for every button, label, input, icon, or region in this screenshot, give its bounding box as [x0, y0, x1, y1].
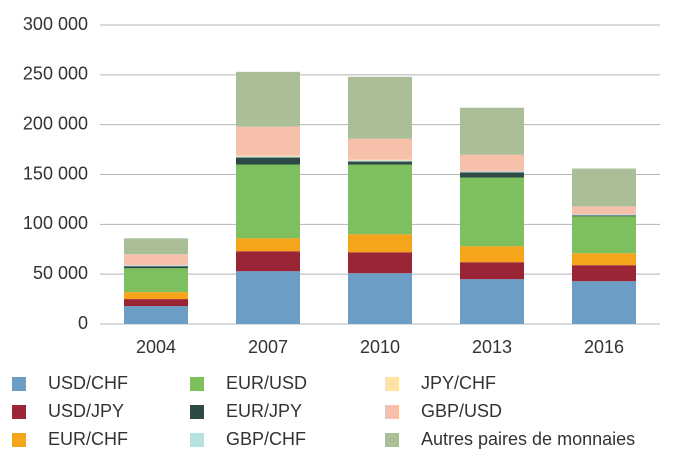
- x-tick-label: 2010: [360, 337, 400, 357]
- legend-swatch: [12, 433, 26, 447]
- bar-segment: [236, 271, 300, 324]
- bar-segment: [572, 214, 636, 216]
- bar-segment: [348, 138, 412, 160]
- legend-label: GBP/USD: [421, 401, 502, 421]
- legend-swatch: [12, 405, 26, 419]
- bar-segment: [572, 281, 636, 324]
- y-tick-label: 250 000: [23, 64, 88, 84]
- bar-segment: [348, 273, 412, 324]
- bar-segment: [124, 238, 188, 255]
- bar-segment: [236, 71, 300, 127]
- y-tick-label: 0: [78, 313, 88, 333]
- bar-segment: [460, 279, 524, 324]
- x-tick-label: 2016: [584, 337, 624, 357]
- bar-segment: [236, 164, 300, 239]
- bar-segment: [236, 155, 300, 157]
- bar-segment: [572, 253, 636, 266]
- bar-segment: [348, 234, 412, 253]
- bar-segment: [348, 164, 412, 235]
- bar-segment: [460, 246, 524, 263]
- bar-segment: [124, 254, 188, 266]
- legend-label: EUR/USD: [226, 373, 307, 393]
- bar-segment: [572, 168, 636, 207]
- bar-segment: [236, 251, 300, 272]
- legend-swatch: [385, 405, 399, 419]
- y-tick-label: 300 000: [23, 14, 88, 34]
- bar-segment: [348, 76, 412, 139]
- bar-segment: [460, 171, 524, 173]
- legend-label: Autres paires de monnaies: [421, 429, 635, 449]
- bar-segment: [572, 216, 636, 254]
- legend-swatch: [190, 433, 204, 447]
- bar-segment: [460, 107, 524, 155]
- y-tick-label: 150 000: [23, 163, 88, 183]
- bar-segment: [124, 299, 188, 307]
- legend-swatch: [12, 377, 26, 391]
- bar-segment: [236, 126, 300, 156]
- legend-label: EUR/CHF: [48, 429, 128, 449]
- bar-segment: [460, 177, 524, 247]
- bar-segment: [124, 306, 188, 324]
- bar-segment: [236, 156, 300, 158]
- legend-swatch: [385, 377, 399, 391]
- bar-segment: [124, 266, 188, 269]
- bar-segment: [572, 265, 636, 282]
- bar-segment: [460, 262, 524, 280]
- bar-segment: [460, 154, 524, 172]
- legend-swatch: [190, 377, 204, 391]
- bar-segment: [348, 161, 412, 165]
- legend-swatch: [190, 405, 204, 419]
- x-tick-label: 2013: [472, 337, 512, 357]
- legend-label: USD/JPY: [48, 401, 124, 421]
- legend-swatch: [385, 433, 399, 447]
- bar-segment: [460, 172, 524, 178]
- x-tick-label: 2007: [248, 337, 288, 357]
- y-tick-label: 100 000: [23, 213, 88, 233]
- y-tick-label: 200 000: [23, 113, 88, 133]
- y-tick-label: 50 000: [33, 263, 88, 283]
- bar-segment: [124, 292, 188, 300]
- legend-label: JPY/CHF: [421, 373, 496, 393]
- bar-segment: [348, 252, 412, 274]
- bar-segment: [124, 265, 188, 267]
- bar-segment: [348, 160, 412, 162]
- legend-label: USD/CHF: [48, 373, 128, 393]
- legend-label: EUR/JPY: [226, 401, 302, 421]
- bar-segment: [236, 238, 300, 252]
- bar-segment: [572, 206, 636, 215]
- legend-label: GBP/CHF: [226, 429, 306, 449]
- bar-segment: [124, 268, 188, 293]
- bar-segment: [348, 159, 412, 161]
- bar-segment: [572, 215, 636, 217]
- x-tick-label: 2004: [136, 337, 176, 357]
- bar-segment: [236, 157, 300, 165]
